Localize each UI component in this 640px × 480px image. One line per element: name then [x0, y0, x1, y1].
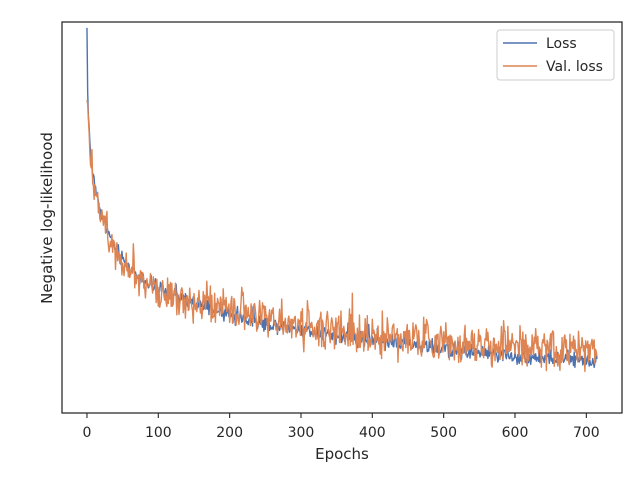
x-tick-label: 500 — [430, 425, 457, 441]
legend: Loss Val. loss — [496, 29, 615, 81]
x-axis: 0 100 200 300 400 500 600 700 — [83, 413, 600, 441]
legend-label-val-loss: Val. loss — [546, 59, 603, 75]
y-axis-label: Negative log-likelihood — [38, 132, 56, 304]
x-tick-label: 0 — [83, 425, 92, 441]
series-line-val-loss — [86, 100, 598, 373]
x-tick-label: 400 — [359, 425, 386, 441]
series-layer — [86, 27, 598, 373]
x-tick-label: 600 — [502, 425, 529, 441]
x-tick-label: 700 — [573, 425, 600, 441]
x-tick-label: 100 — [145, 425, 172, 441]
x-tick-label: 300 — [288, 425, 315, 441]
x-axis-label: Epochs — [315, 445, 369, 463]
x-tick-label: 200 — [216, 425, 243, 441]
plot-frame — [61, 21, 623, 414]
legend-label-loss: Loss — [546, 36, 577, 52]
